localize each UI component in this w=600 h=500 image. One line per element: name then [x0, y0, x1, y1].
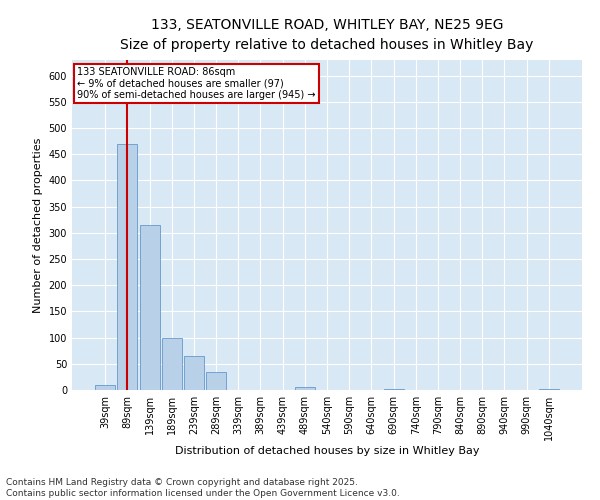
Bar — [184, 356, 204, 390]
X-axis label: Distribution of detached houses by size in Whitley Bay: Distribution of detached houses by size … — [175, 446, 479, 456]
Bar — [95, 385, 115, 390]
Bar — [118, 144, 137, 390]
Text: 133 SEATONVILLE ROAD: 86sqm
← 9% of detached houses are smaller (97)
90% of semi: 133 SEATONVILLE ROAD: 86sqm ← 9% of deta… — [77, 66, 316, 100]
Text: Contains HM Land Registry data © Crown copyright and database right 2025.
Contai: Contains HM Land Registry data © Crown c… — [6, 478, 400, 498]
Bar — [140, 225, 160, 390]
Bar — [162, 338, 182, 390]
Bar — [295, 388, 315, 390]
Title: 133, SEATONVILLE ROAD, WHITLEY BAY, NE25 9EG
Size of property relative to detach: 133, SEATONVILLE ROAD, WHITLEY BAY, NE25… — [121, 18, 533, 52]
Y-axis label: Number of detached properties: Number of detached properties — [33, 138, 43, 312]
Bar — [539, 389, 559, 390]
Bar — [206, 372, 226, 390]
Bar — [383, 389, 404, 390]
